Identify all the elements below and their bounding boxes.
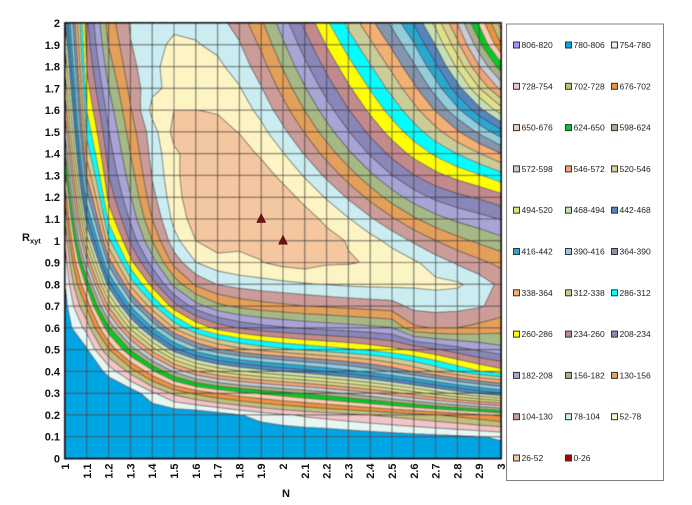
svg-text:1.6: 1.6: [191, 464, 203, 479]
svg-text:0.8: 0.8: [45, 279, 60, 291]
svg-text:0.6: 0.6: [45, 323, 60, 335]
svg-text:728-754: 728-754: [522, 81, 553, 91]
svg-text:312-338: 312-338: [574, 288, 605, 298]
svg-text:1.7: 1.7: [213, 464, 225, 479]
svg-text:1.5: 1.5: [45, 127, 60, 139]
svg-text:78-104: 78-104: [574, 412, 601, 422]
svg-text:1.8: 1.8: [45, 62, 60, 74]
svg-text:0-26: 0-26: [574, 453, 591, 463]
svg-text:N: N: [282, 488, 290, 500]
svg-text:156-182: 156-182: [574, 370, 605, 380]
svg-text:0: 0: [54, 454, 60, 466]
svg-text:2: 2: [54, 18, 60, 30]
svg-text:598-624: 598-624: [620, 123, 651, 133]
svg-text:1.2: 1.2: [45, 192, 60, 204]
svg-text:0.4: 0.4: [45, 366, 61, 378]
svg-text:3: 3: [496, 464, 508, 470]
svg-text:1.1: 1.1: [45, 214, 60, 226]
svg-text:1: 1: [54, 236, 60, 248]
svg-text:702-728: 702-728: [574, 81, 605, 91]
svg-text:2.3: 2.3: [343, 464, 355, 479]
svg-text:2.6: 2.6: [409, 464, 421, 479]
svg-text:286-312: 286-312: [620, 288, 651, 298]
svg-text:520-546: 520-546: [620, 164, 651, 174]
svg-text:390-416: 390-416: [574, 247, 605, 257]
svg-text:2.4: 2.4: [365, 463, 377, 479]
svg-text:416-442: 416-442: [522, 247, 553, 257]
svg-text:546-572: 546-572: [574, 164, 605, 174]
svg-text:624-650: 624-650: [574, 123, 605, 133]
svg-text:338-364: 338-364: [522, 288, 553, 298]
svg-text:1.9: 1.9: [256, 464, 268, 479]
svg-text:52-78: 52-78: [620, 412, 642, 422]
svg-text:572-598: 572-598: [522, 164, 553, 174]
svg-text:1.5: 1.5: [169, 464, 181, 479]
svg-text:442-468: 442-468: [620, 205, 651, 215]
svg-text:1: 1: [60, 464, 72, 470]
svg-text:0.3: 0.3: [45, 388, 60, 400]
svg-text:26-52: 26-52: [522, 453, 544, 463]
svg-text:1.7: 1.7: [45, 83, 60, 95]
svg-text:104-130: 104-130: [522, 412, 553, 422]
svg-text:2.2: 2.2: [322, 464, 334, 479]
svg-text:676-702: 676-702: [620, 81, 651, 91]
svg-text:234-260: 234-260: [574, 329, 605, 339]
svg-text:494-520: 494-520: [522, 205, 553, 215]
svg-text:1.1: 1.1: [82, 464, 94, 479]
svg-text:0.9: 0.9: [45, 258, 60, 270]
svg-text:650-676: 650-676: [522, 123, 553, 133]
svg-text:468-494: 468-494: [574, 205, 605, 215]
svg-text:780-806: 780-806: [574, 40, 605, 50]
svg-text:754-780: 754-780: [620, 40, 651, 50]
svg-text:1.4: 1.4: [147, 463, 159, 479]
svg-text:2: 2: [278, 464, 290, 470]
svg-text:1.2: 1.2: [104, 464, 116, 479]
svg-text:364-390: 364-390: [620, 247, 651, 257]
svg-text:0.2: 0.2: [45, 410, 60, 422]
svg-text:1.8: 1.8: [234, 464, 246, 479]
svg-text:2.7: 2.7: [431, 464, 443, 479]
svg-text:806-820: 806-820: [522, 40, 553, 50]
svg-text:1.3: 1.3: [125, 464, 137, 479]
svg-text:130-156: 130-156: [620, 370, 651, 380]
svg-text:2.5: 2.5: [387, 464, 399, 479]
svg-text:260-286: 260-286: [522, 329, 553, 339]
svg-text:2.1: 2.1: [300, 464, 312, 479]
svg-text:2.8: 2.8: [452, 464, 464, 479]
svg-text:2.9: 2.9: [474, 464, 486, 479]
svg-text:0.5: 0.5: [45, 345, 60, 357]
svg-text:208-234: 208-234: [620, 329, 651, 339]
svg-text:182-208: 182-208: [522, 370, 553, 380]
svg-text:1.4: 1.4: [45, 149, 61, 161]
svg-text:1.6: 1.6: [45, 105, 60, 117]
svg-text:1.3: 1.3: [45, 170, 60, 182]
svg-text:0.1: 0.1: [45, 432, 60, 444]
svg-text:0.7: 0.7: [45, 301, 60, 313]
svg-text:1.9: 1.9: [45, 40, 60, 52]
